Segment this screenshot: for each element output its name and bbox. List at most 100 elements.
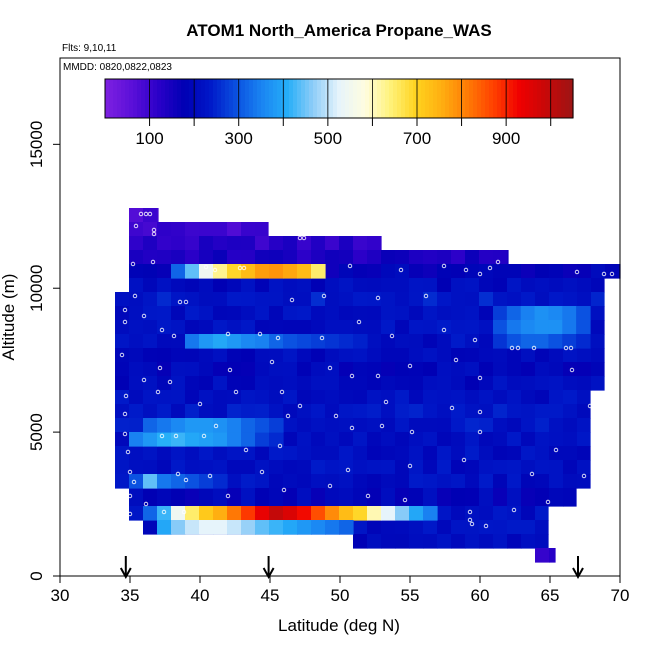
heatmap-cell bbox=[437, 534, 452, 549]
heatmap-cell bbox=[549, 548, 556, 563]
heatmap-cell bbox=[199, 404, 214, 419]
heatmap-cell bbox=[129, 390, 144, 405]
heatmap-cell bbox=[395, 460, 410, 475]
heatmap-cell bbox=[325, 418, 340, 433]
heatmap-cell bbox=[353, 534, 368, 549]
heatmap-cell bbox=[199, 376, 214, 391]
heatmap-cell bbox=[367, 474, 382, 489]
heatmap-cell bbox=[367, 334, 382, 349]
heatmap-cell bbox=[171, 320, 186, 335]
heatmap-cell bbox=[129, 348, 144, 363]
heatmap-cell bbox=[157, 236, 172, 251]
colorbar-segment bbox=[497, 79, 502, 118]
heatmap-cell bbox=[269, 446, 284, 461]
x-tick-label: 40 bbox=[191, 586, 210, 605]
heatmap-cell bbox=[395, 534, 410, 549]
heatmap-cell bbox=[549, 474, 564, 489]
heatmap-cell bbox=[227, 278, 242, 293]
sample-point bbox=[127, 511, 133, 517]
sample-point bbox=[579, 491, 585, 497]
colorbar-segment bbox=[293, 79, 298, 118]
heatmap-cell bbox=[325, 390, 340, 405]
heatmap-cell bbox=[199, 236, 214, 251]
heatmap-cell bbox=[325, 432, 340, 447]
heatmap-cell bbox=[311, 278, 326, 293]
colorbar-segment bbox=[397, 79, 402, 118]
heatmap-cell bbox=[157, 432, 172, 447]
heatmap-cell bbox=[199, 460, 214, 475]
heatmap-cell bbox=[297, 292, 312, 307]
heatmap-cell bbox=[493, 334, 508, 349]
heatmap-cell bbox=[563, 278, 578, 293]
colorbar-segment bbox=[433, 79, 438, 118]
heatmap-cell bbox=[241, 348, 256, 363]
heatmap-cell bbox=[367, 376, 382, 391]
heatmap-cell bbox=[297, 432, 312, 447]
heatmap-cell bbox=[367, 306, 382, 321]
colorbar-segment bbox=[357, 79, 362, 118]
sample-points bbox=[119, 211, 615, 529]
heatmap-cell bbox=[451, 460, 466, 475]
heatmap-cell bbox=[591, 320, 605, 335]
colorbar-segment bbox=[553, 79, 558, 118]
colorbar-segment bbox=[545, 79, 550, 118]
sample-point bbox=[333, 413, 339, 419]
heatmap-cell bbox=[269, 506, 284, 521]
heatmap-cell bbox=[227, 376, 242, 391]
heatmap-cell bbox=[520, 334, 536, 349]
heatmap-cell bbox=[283, 390, 298, 405]
heatmap-cell bbox=[465, 418, 480, 433]
heatmap-cell bbox=[171, 390, 186, 405]
colorbar-segment bbox=[385, 79, 390, 118]
heatmap-cell bbox=[549, 362, 564, 377]
colorbar-segment bbox=[209, 79, 214, 118]
heatmap-cell bbox=[339, 278, 354, 293]
sample-point bbox=[375, 295, 381, 301]
heatmap-cell bbox=[451, 418, 466, 433]
heatmap-cell bbox=[577, 390, 591, 405]
heatmap-cell bbox=[423, 460, 438, 475]
heatmap-cell bbox=[423, 348, 438, 363]
heatmap-cell bbox=[129, 488, 144, 507]
heatmap-cell bbox=[437, 404, 452, 419]
heatmap-cell bbox=[367, 236, 382, 251]
heatmap-cell bbox=[507, 376, 522, 391]
heatmap-cell bbox=[311, 348, 326, 363]
heatmap-cell bbox=[297, 446, 312, 461]
heatmap-cell bbox=[157, 320, 172, 335]
heatmap-cell bbox=[129, 222, 144, 237]
flight-arrows bbox=[119, 556, 584, 580]
heatmap-cell bbox=[241, 362, 256, 377]
heatmap-cell bbox=[534, 334, 550, 349]
heatmap-cell bbox=[395, 292, 410, 307]
colorbar-frame bbox=[104, 78, 574, 119]
colorbar-segment bbox=[381, 79, 386, 118]
colorbar-segment bbox=[417, 79, 422, 118]
heatmap-cell bbox=[255, 264, 270, 279]
heatmap-cell bbox=[381, 292, 396, 307]
heatmap-cell bbox=[227, 390, 242, 405]
colorbar-segment bbox=[193, 79, 198, 118]
colorbar-segment bbox=[277, 79, 282, 118]
heatmap-cell bbox=[129, 250, 144, 265]
colorbar-tick-label: 100 bbox=[135, 129, 163, 148]
heatmap-cell bbox=[283, 418, 298, 433]
sample-point bbox=[409, 429, 415, 435]
colorbar-segment bbox=[373, 79, 378, 118]
heatmap-cell bbox=[283, 278, 298, 293]
heatmap-cell bbox=[437, 488, 452, 507]
heatmap-cell bbox=[395, 362, 410, 377]
heatmap-cell bbox=[381, 264, 396, 279]
heatmap-cell bbox=[591, 264, 606, 279]
heatmap-cell bbox=[367, 488, 382, 507]
colorbar-segment bbox=[393, 79, 398, 118]
heatmap-cell bbox=[395, 474, 410, 489]
colorbar-tick-label: 300 bbox=[225, 129, 253, 148]
heatmap-cell bbox=[423, 520, 438, 535]
sample-point bbox=[167, 379, 173, 385]
sample-point bbox=[423, 293, 429, 299]
heatmap-cell bbox=[325, 292, 340, 307]
heatmap-cell bbox=[493, 348, 508, 363]
heatmap-cell bbox=[451, 320, 466, 335]
y-tick-label: 5000 bbox=[27, 413, 46, 451]
